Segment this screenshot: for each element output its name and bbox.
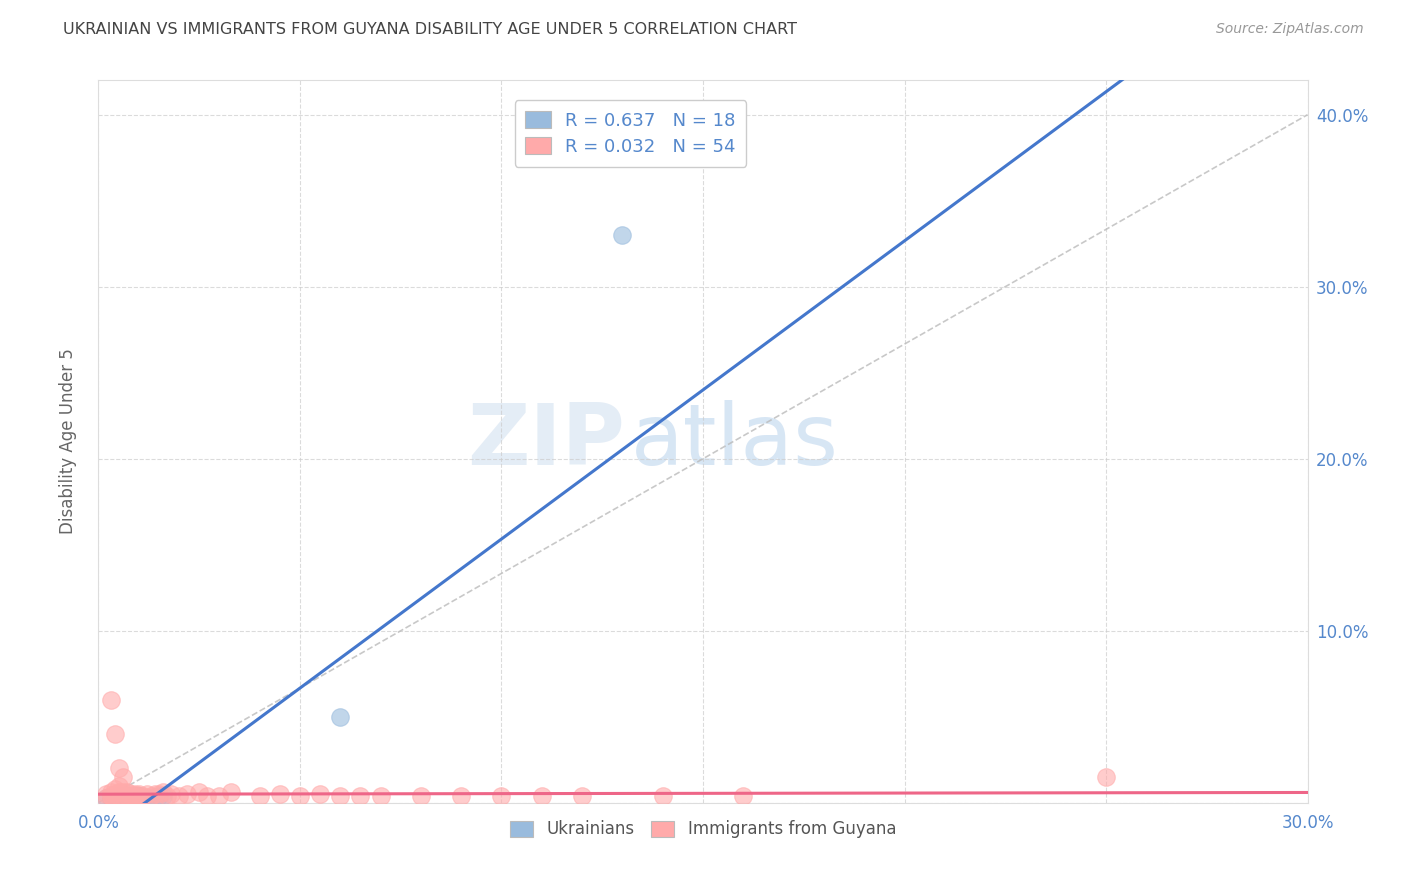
Point	[96, 790, 118, 805]
Point	[115, 785, 138, 799]
Point	[128, 787, 150, 801]
Point	[148, 787, 170, 801]
Point	[571, 789, 593, 803]
Point	[143, 787, 166, 801]
Point	[329, 789, 352, 803]
Y-axis label: Disability Age Under 5: Disability Age Under 5	[59, 349, 77, 534]
Point	[124, 789, 146, 803]
Point	[152, 785, 174, 799]
Point	[128, 789, 150, 803]
Point	[115, 790, 138, 805]
Point	[111, 770, 134, 784]
Point	[530, 789, 553, 803]
Text: UKRAINIAN VS IMMIGRANTS FROM GUYANA DISABILITY AGE UNDER 5 CORRELATION CHART: UKRAINIAN VS IMMIGRANTS FROM GUYANA DISA…	[63, 22, 797, 37]
Point	[120, 790, 142, 805]
Point	[221, 785, 243, 799]
Point	[135, 787, 157, 801]
Point	[120, 789, 142, 803]
Point	[124, 789, 146, 803]
Point	[111, 789, 134, 803]
Point	[139, 789, 162, 803]
Point	[139, 790, 162, 805]
Point	[124, 787, 146, 801]
Point	[96, 790, 118, 805]
Point	[100, 789, 122, 803]
Point	[152, 789, 174, 803]
Point	[651, 789, 673, 803]
Point	[135, 790, 157, 805]
Point	[148, 789, 170, 803]
Point	[111, 789, 134, 803]
Text: atlas: atlas	[630, 400, 838, 483]
Point	[329, 710, 352, 724]
Point	[208, 789, 231, 803]
Point	[96, 787, 118, 801]
Point	[132, 790, 155, 805]
Point	[103, 792, 125, 806]
Point	[103, 787, 125, 801]
Point	[167, 789, 190, 803]
Point	[612, 228, 634, 243]
Point	[120, 787, 142, 801]
Point	[409, 789, 432, 803]
Point	[107, 785, 129, 799]
Point	[195, 789, 218, 803]
Point	[111, 789, 134, 803]
Point	[450, 789, 472, 803]
Point	[491, 789, 513, 803]
Point	[1095, 770, 1118, 784]
Point	[370, 789, 392, 803]
Point	[107, 789, 129, 803]
Legend: Ukrainians, Immigrants from Guyana: Ukrainians, Immigrants from Guyana	[503, 814, 903, 845]
Point	[176, 787, 198, 801]
Point	[269, 787, 291, 801]
Point	[115, 789, 138, 803]
Point	[100, 790, 122, 805]
Point	[100, 692, 122, 706]
Point	[103, 782, 125, 797]
Point	[288, 789, 311, 803]
Point	[100, 785, 122, 799]
Point	[107, 790, 129, 805]
Text: Source: ZipAtlas.com: Source: ZipAtlas.com	[1216, 22, 1364, 37]
Point	[160, 787, 183, 801]
Point	[103, 727, 125, 741]
Point	[132, 789, 155, 803]
Point	[188, 785, 211, 799]
Point	[107, 779, 129, 793]
Point	[733, 789, 755, 803]
Point	[249, 789, 271, 803]
Point	[156, 789, 179, 803]
Point	[309, 787, 332, 801]
Point	[100, 789, 122, 803]
Point	[111, 785, 134, 799]
Point	[349, 789, 371, 803]
Point	[107, 761, 129, 775]
Text: ZIP: ZIP	[467, 400, 624, 483]
Point	[107, 789, 129, 803]
Point	[115, 789, 138, 803]
Point	[128, 789, 150, 803]
